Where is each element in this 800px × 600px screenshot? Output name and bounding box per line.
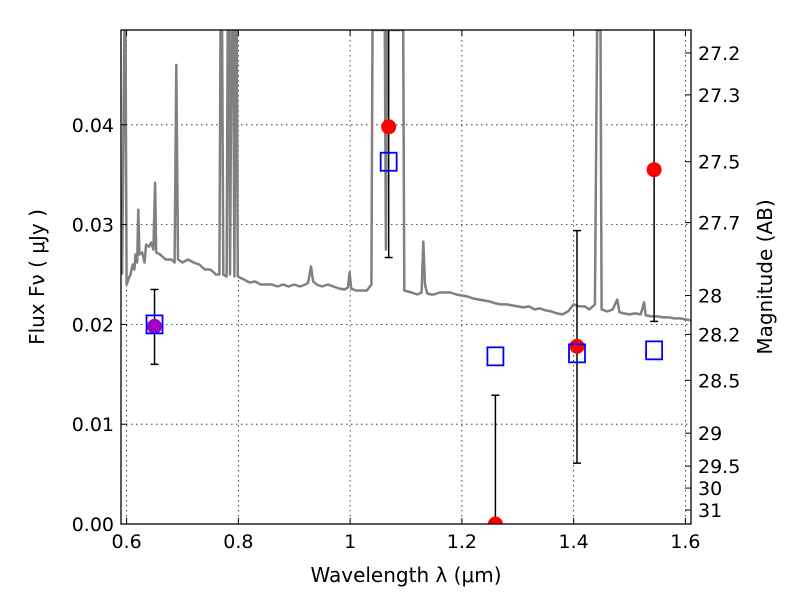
x-tick-label: 1.4 [559, 531, 589, 553]
plot-frame [120, 29, 692, 525]
x-tick-label: 1 [344, 531, 356, 553]
y2-tick-label: 29.5 [698, 456, 740, 478]
x-axis-ticks: 0.6 0.8 1 1.2 1.4 1.6 [111, 30, 701, 553]
y2-tick-label: 31 [698, 500, 722, 522]
y2-axis-label: Magnitude (AB) [753, 199, 777, 354]
y2-tick-label: 27.7 [698, 213, 740, 235]
observed-point [381, 119, 397, 135]
observed-points-layer [147, 119, 662, 524]
sed-model-layer [121, 30, 691, 322]
model-band-points-layer [145, 151, 664, 367]
x-tick-label: 1.6 [670, 531, 700, 553]
model-band-point [645, 340, 664, 361]
y2-tick-label: 27.3 [698, 85, 740, 107]
y-tick-label: 0.00 [72, 514, 114, 536]
x-tick-label: 1.2 [447, 531, 477, 553]
x-tick-label: 0.8 [223, 531, 253, 553]
model-band-point [145, 314, 164, 335]
y-tick-label: 0.01 [72, 414, 114, 436]
y2-tick-label: 27.5 [698, 152, 740, 174]
y2-tick-label: 30 [698, 478, 722, 500]
x-axis-label: Wavelength λ (μm) [310, 563, 501, 587]
y-tick-label: 0.04 [72, 115, 114, 137]
y-tick-label: 0.02 [72, 314, 114, 336]
x-tick-label: 0.6 [111, 531, 141, 553]
y2-tick-label: 28.2 [698, 324, 740, 346]
y-tick-label: 0.03 [72, 215, 114, 237]
y2-tick-label: 29 [698, 423, 722, 445]
model-band-point [379, 151, 398, 172]
y-axis-label: Flux Fν ( μJy ) [25, 209, 49, 345]
model-band-point [486, 346, 505, 367]
y2-tick-label: 28 [698, 285, 722, 307]
y-axis-ticks: 0.00 0.01 0.02 0.03 0.04 [72, 115, 127, 536]
y2-tick-label: 28.5 [698, 370, 740, 392]
observed-point [147, 318, 163, 334]
observed-point [487, 516, 503, 524]
observed-point [569, 338, 585, 354]
model-band-point [568, 343, 586, 364]
observed-point [646, 162, 662, 178]
sed-model-line [121, 30, 691, 322]
y2-tick-label: 27.2 [698, 43, 740, 65]
